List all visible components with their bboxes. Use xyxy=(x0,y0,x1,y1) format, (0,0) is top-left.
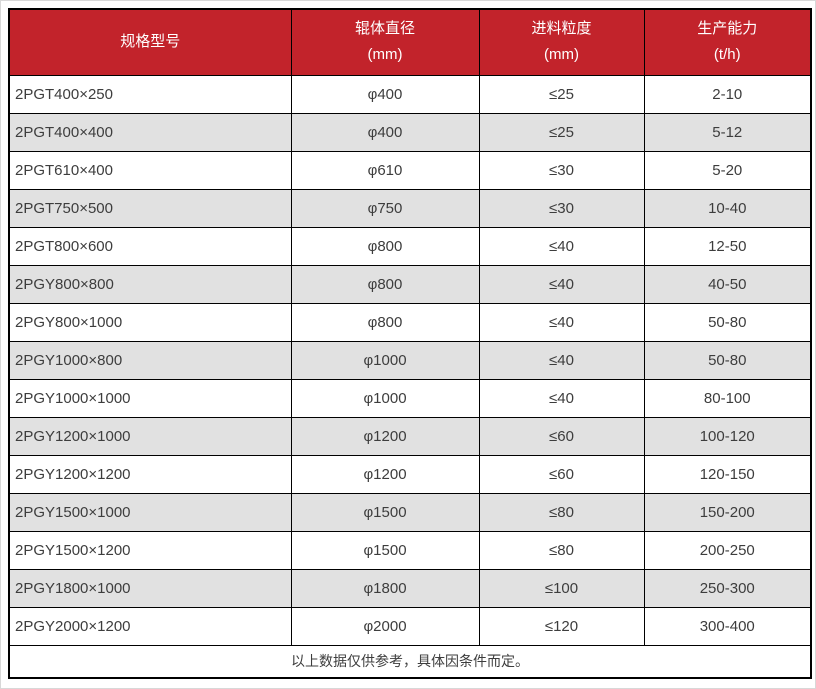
feed-size-cell: ≤40 xyxy=(478,226,645,266)
capacity-cell: 150-200 xyxy=(643,492,812,532)
feed-size-cell: ≤40 xyxy=(478,378,645,418)
header-col-roller-diameter: 辊体直径 (mm) xyxy=(290,8,480,76)
feed-size-cell: ≤40 xyxy=(478,302,645,342)
header-col-capacity: 生产能力 (t/h) xyxy=(643,8,812,76)
spec-table: 规格型号 辊体直径 (mm) 进料粒度 (mm) 生产能力 (t/h) 2P xyxy=(8,8,812,679)
table-row: 2PGT400×250 φ400 ≤25 2-10 xyxy=(8,74,812,114)
roller-diameter-cell: φ400 xyxy=(290,74,480,114)
table-row: 2PGT750×500 φ750 ≤30 10-40 xyxy=(8,188,812,228)
roller-diameter-cell: φ750 xyxy=(290,188,480,228)
table-row: 2PGY1200×1200 φ1200 ≤60 120-150 xyxy=(8,454,812,494)
model-cell: 2PGT610×400 xyxy=(8,150,292,190)
capacity-cell: 120-150 xyxy=(643,454,812,494)
model-cell: 2PGY1500×1000 xyxy=(8,492,292,532)
model-cell: 2PGT400×400 xyxy=(8,112,292,152)
model-cell: 2PGY1800×1000 xyxy=(8,568,292,608)
table-row: 2PGT800×600 φ800 ≤40 12-50 xyxy=(8,226,812,266)
feed-size-cell: ≤30 xyxy=(478,150,645,190)
roller-diameter-cell: φ1500 xyxy=(290,492,480,532)
capacity-cell: 40-50 xyxy=(643,264,812,304)
roller-diameter-cell: φ610 xyxy=(290,150,480,190)
feed-size-cell: ≤25 xyxy=(478,112,645,152)
model-cell: 2PGT750×500 xyxy=(8,188,292,228)
feed-size-cell: ≤60 xyxy=(478,416,645,456)
feed-size-cell: ≤30 xyxy=(478,188,645,228)
roller-diameter-cell: φ800 xyxy=(290,302,480,342)
feed-size-cell: ≤60 xyxy=(478,454,645,494)
model-cell: 2PGY1200×1000 xyxy=(8,416,292,456)
capacity-cell: 250-300 xyxy=(643,568,812,608)
feed-size-cell: ≤80 xyxy=(478,492,645,532)
capacity-cell: 12-50 xyxy=(643,226,812,266)
model-cell: 2PGY800×800 xyxy=(8,264,292,304)
capacity-cell: 100-120 xyxy=(643,416,812,456)
capacity-cell: 5-20 xyxy=(643,150,812,190)
header-col-roller-diameter-unit: (mm) xyxy=(367,46,403,64)
capacity-cell: 80-100 xyxy=(643,378,812,418)
capacity-cell: 50-80 xyxy=(643,340,812,380)
table-footer: 以上数据仅供参考，具体因条件而定。 xyxy=(8,644,812,679)
roller-diameter-cell: φ400 xyxy=(290,112,480,152)
model-cell: 2PGY1000×1000 xyxy=(8,378,292,418)
capacity-cell: 300-400 xyxy=(643,606,812,646)
header-col-model-label: 规格型号 xyxy=(120,33,181,51)
footer-note: 以上数据仅供参考，具体因条件而定。 xyxy=(8,644,812,679)
model-cell: 2PGY800×1000 xyxy=(8,302,292,342)
feed-size-cell: ≤40 xyxy=(478,264,645,304)
footer-row: 以上数据仅供参考，具体因条件而定。 xyxy=(8,644,812,679)
header-col-feed-size: 进料粒度 (mm) xyxy=(478,8,645,76)
capacity-cell: 10-40 xyxy=(643,188,812,228)
model-cell: 2PGY1200×1200 xyxy=(8,454,292,494)
roller-diameter-cell: φ1500 xyxy=(290,530,480,570)
model-cell: 2PGY1000×800 xyxy=(8,340,292,380)
header-col-feed-size-label: 进料粒度 xyxy=(531,20,592,38)
feed-size-cell: ≤100 xyxy=(478,568,645,608)
capacity-cell: 50-80 xyxy=(643,302,812,342)
feed-size-cell: ≤40 xyxy=(478,340,645,380)
header-col-capacity-label: 生产能力 xyxy=(697,20,758,38)
table-row: 2PGY1500×1000 φ1500 ≤80 150-200 xyxy=(8,492,812,532)
table-header: 规格型号 辊体直径 (mm) 进料粒度 (mm) 生产能力 (t/h) xyxy=(8,8,812,76)
table-row: 2PGY1500×1200 φ1500 ≤80 200-250 xyxy=(8,530,812,570)
table-row: 2PGY1800×1000 φ1800 ≤100 250-300 xyxy=(8,568,812,608)
table-row: 2PGY1000×1000 φ1000 ≤40 80-100 xyxy=(8,378,812,418)
table-row: 2PGY800×1000 φ800 ≤40 50-80 xyxy=(8,302,812,342)
capacity-cell: 2-10 xyxy=(643,74,812,114)
header-col-capacity-unit: (t/h) xyxy=(713,46,741,64)
feed-size-cell: ≤120 xyxy=(478,606,645,646)
roller-diameter-cell: φ1200 xyxy=(290,416,480,456)
header-col-model: 规格型号 xyxy=(8,8,292,76)
table-row: 2PGY1200×1000 φ1200 ≤60 100-120 xyxy=(8,416,812,456)
feed-size-cell: ≤80 xyxy=(478,530,645,570)
table-row: 2PGY2000×1200 φ2000 ≤120 300-400 xyxy=(8,606,812,646)
feed-size-cell: ≤25 xyxy=(478,74,645,114)
table-row: 2PGT610×400 φ610 ≤30 5-20 xyxy=(8,150,812,190)
table-body: 2PGT400×250 φ400 ≤25 2-10 2PGT400×400 φ400 ≤25… xyxy=(8,74,812,646)
header-col-roller-diameter-label: 辊体直径 xyxy=(354,20,415,38)
model-cell: 2PGY2000×1200 xyxy=(8,606,292,646)
model-cell: 2PGT400×250 xyxy=(8,74,292,114)
roller-diameter-cell: φ2000 xyxy=(290,606,480,646)
capacity-cell: 5-12 xyxy=(643,112,812,152)
roller-diameter-cell: φ1200 xyxy=(290,454,480,494)
roller-diameter-cell: φ1000 xyxy=(290,378,480,418)
table-row: 2PGT400×400 φ400 ≤25 5-12 xyxy=(8,112,812,152)
roller-diameter-cell: φ1800 xyxy=(290,568,480,608)
header-col-feed-size-unit: (mm) xyxy=(544,46,579,64)
table-row: 2PGY800×800 φ800 ≤40 40-50 xyxy=(8,264,812,304)
model-cell: 2PGT800×600 xyxy=(8,226,292,266)
table-row: 2PGY1000×800 φ1000 ≤40 50-80 xyxy=(8,340,812,380)
header-row: 规格型号 辊体直径 (mm) 进料粒度 (mm) 生产能力 (t/h) xyxy=(8,8,812,76)
capacity-cell: 200-250 xyxy=(643,530,812,570)
model-cell: 2PGY1500×1200 xyxy=(8,530,292,570)
roller-diameter-cell: φ800 xyxy=(290,264,480,304)
roller-diameter-cell: φ800 xyxy=(290,226,480,266)
roller-diameter-cell: φ1000 xyxy=(290,340,480,380)
